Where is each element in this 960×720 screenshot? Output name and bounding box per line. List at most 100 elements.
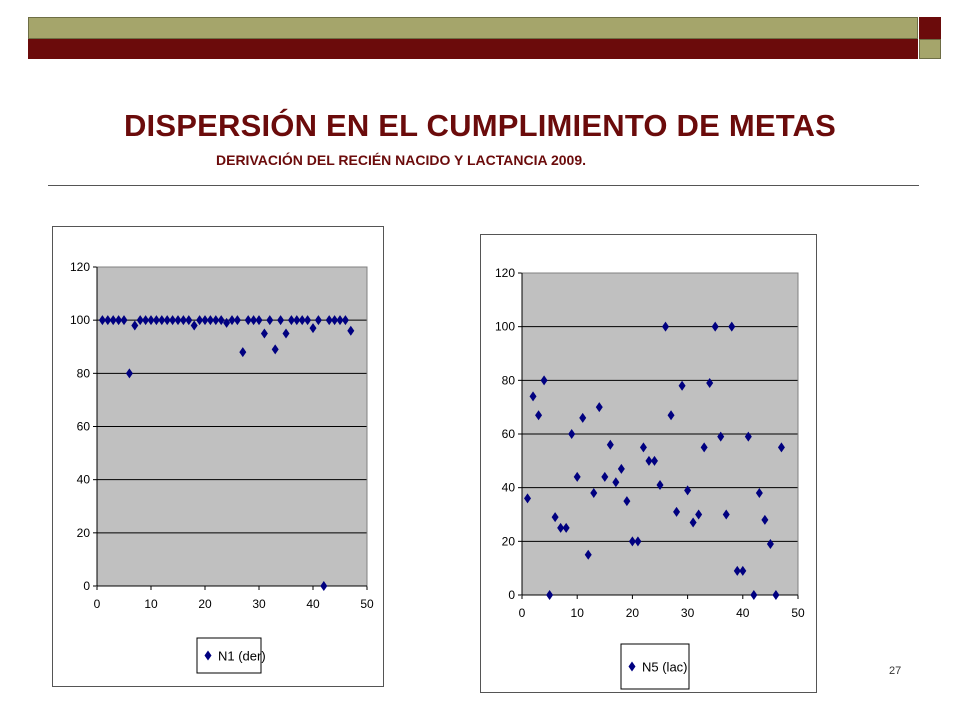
data-point [733,565,741,576]
y-tick-label: 120 [70,260,90,274]
data-point [131,320,139,331]
y-tick-label: 20 [77,526,91,540]
scatter-chart-n1: 0 20 40 60 80 100 120 0 10 20 30 40 50 N1 (der) [52,226,384,687]
data-point [744,431,752,442]
data-point [266,315,274,326]
slide-subtitle: DERIVACIÓN DEL RECIÉN NACIDO Y LACTANCIA… [216,152,587,168]
data-point [120,315,128,326]
data-point [766,539,774,550]
data-point [612,477,620,488]
y-tick-label: 120 [495,266,515,280]
x-tick-label: 10 [571,606,585,620]
data-point [250,315,258,326]
data-point [255,315,263,326]
data-point [179,315,187,326]
data-point [706,378,714,389]
data-point [304,315,312,326]
data-point [217,315,225,326]
data-point [623,496,631,507]
data-point [298,315,306,326]
legend: N5 (lac) [620,643,690,690]
data-point [678,380,686,391]
data-point [223,317,231,328]
data-point [590,488,598,499]
data-point [212,315,220,326]
data-point [201,315,209,326]
data-point [147,315,155,326]
data-point [314,315,322,326]
data-point [169,315,177,326]
data-point [287,315,295,326]
y-tick-label: 100 [70,313,90,327]
x-tick-label: 50 [791,606,805,620]
y-tick-label: 0 [508,588,515,602]
data-point [206,315,214,326]
y-tick-label: 80 [502,373,516,387]
data-point [540,375,548,386]
legend-marker [204,650,212,661]
chart-svg: 0 20 40 60 80 100 120 0 10 20 30 40 50 N1 (der) [70,260,374,674]
data-point [125,368,133,379]
data-point [650,455,658,466]
x-tick-label: 20 [626,606,640,620]
data-point [524,493,532,504]
data-point [233,315,241,326]
x-tick-label: 30 [681,606,695,620]
data-point [717,431,725,442]
data-point [639,442,647,453]
data-point [336,315,344,326]
data-point [115,315,123,326]
data-point [196,315,204,326]
data-point [282,328,290,339]
data-point [562,522,570,533]
header-square-maroon [919,17,941,39]
legend-label: N5 (lac) [642,660,688,675]
data-point [152,315,160,326]
data-point [551,512,559,523]
x-tick-label: 40 [306,597,320,611]
x-tick-label: 30 [252,597,266,611]
data-point [309,323,317,334]
data-point [777,442,785,453]
data-point [190,320,198,331]
legend: N1 (der) [196,637,266,674]
data-point [104,315,112,326]
data-point [341,315,349,326]
x-tick-label: 20 [198,597,212,611]
y-tick-label: 100 [495,320,515,334]
x-tick-label: 0 [94,597,101,611]
data-point [579,412,587,423]
data-point [755,488,763,499]
data-point [568,429,576,439]
y-tick-label: 40 [77,473,91,487]
x-tick-label: 50 [360,597,374,611]
data-point [606,439,614,450]
data-point [673,506,681,517]
data-point [546,590,554,600]
data-point [617,463,625,474]
data-point [722,509,730,520]
data-point [293,315,301,326]
data-point [634,536,642,547]
y-tick-label: 60 [77,420,91,434]
x-tick-label: 0 [519,606,526,620]
data-point [277,315,285,326]
slide-title: DISPERSIÓN EN EL CUMPLIMIENTO DE METAS [123,108,837,143]
data-point [689,517,697,528]
data-point [271,344,279,355]
data-point [109,315,117,326]
data-point [573,471,581,482]
y-tick-label: 80 [77,366,91,380]
data-point [761,514,769,525]
data-point [320,581,328,591]
title-divider [48,185,919,186]
data-point [158,315,166,326]
data-point [185,315,193,326]
data-point [535,410,543,421]
data-point [174,315,182,326]
data-point [136,315,144,326]
data-point [750,590,758,600]
data-point [260,328,268,339]
data-point [163,315,171,326]
data-point [529,391,537,402]
